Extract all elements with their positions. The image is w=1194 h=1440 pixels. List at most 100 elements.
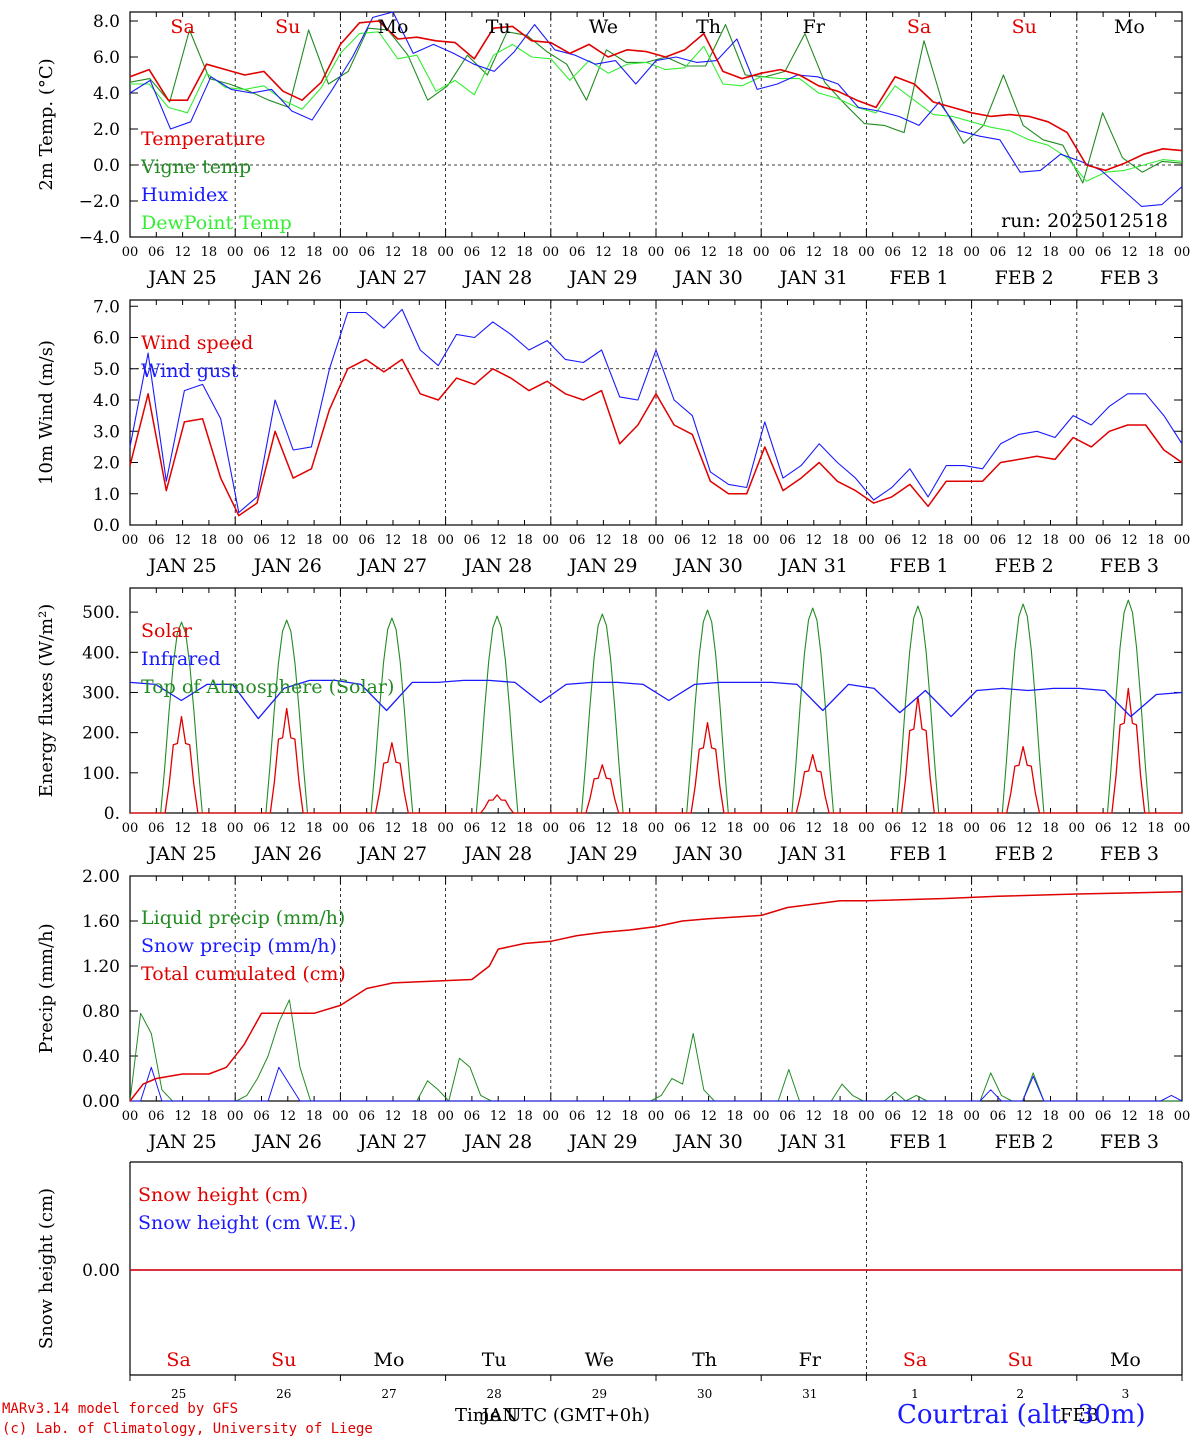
- temp-hour-label: 06: [358, 245, 375, 260]
- temp-series-dewpoint: [130, 31, 1183, 182]
- wind-hour-label: 00: [437, 533, 454, 548]
- wind-hour-label: 00: [227, 533, 244, 548]
- precip-ytick-label: 0.40: [82, 1047, 120, 1067]
- precip-ytick-label: 0.80: [82, 1002, 120, 1022]
- precip-hour-label: 00: [332, 1109, 349, 1124]
- temp-weekday-label: Mo: [378, 16, 409, 38]
- flux-ytick-label: 400.: [82, 643, 120, 663]
- wind-hour-label: 06: [674, 533, 691, 548]
- temp-date-label: JAN 31: [778, 267, 848, 289]
- wind-hour-label: 12: [385, 533, 402, 548]
- wind-hour-label: 18: [832, 533, 849, 548]
- temp-hour-label: 06: [569, 245, 586, 260]
- snow-weekday-label: Th: [692, 1349, 717, 1371]
- flux-series-infrared: [129, 679, 1183, 720]
- temp-hour-label: 18: [621, 245, 638, 260]
- snow-weekday-label: We: [585, 1349, 614, 1371]
- flux-hour-label: 06: [674, 821, 691, 836]
- precip-date-label: JAN 29: [567, 1131, 637, 1153]
- precip-hour-label: 18: [1147, 1109, 1164, 1124]
- precip-hour-label: 18: [411, 1109, 428, 1124]
- wind-series-gust: [129, 308, 1183, 514]
- wind-ytick-label: 4.0: [93, 391, 120, 411]
- wind-hour-label: 12: [280, 533, 297, 548]
- precip-date-label: JAN 31: [778, 1131, 848, 1153]
- wind-hour-label: 12: [174, 533, 191, 548]
- wind-hour-label: 06: [1095, 533, 1112, 548]
- temp-legend-2: Humidex: [141, 184, 228, 206]
- flux-hour-label: 12: [806, 821, 823, 836]
- wind-hour-label: 18: [411, 533, 428, 548]
- temp-ylabel: 2m Temp. (°C): [36, 58, 57, 190]
- snow-day-number: 31: [802, 1387, 817, 1401]
- temp-legend-3: DewPoint Temp: [141, 212, 292, 234]
- temp-weekday-label: Tu: [486, 16, 511, 38]
- temp-weekday-label: Fr: [803, 16, 826, 38]
- temp-series-humidex: [129, 11, 1183, 207]
- snow-day-number: 29: [592, 1387, 607, 1401]
- precip-hour-label: 06: [148, 1109, 165, 1124]
- wind-hour-label: 00: [753, 533, 770, 548]
- flux-legend-1: Infrared: [141, 648, 221, 670]
- temp-date-label: JAN 28: [462, 267, 532, 289]
- flux-hour-label: 00: [963, 821, 980, 836]
- precip-series-snow: [130, 1066, 1183, 1102]
- snow-day-number: 27: [381, 1387, 396, 1401]
- flux-hour-label: 18: [516, 821, 533, 836]
- precip-hour-label: 06: [990, 1109, 1007, 1124]
- wind-series-speed: [129, 358, 1183, 517]
- precip-ytick-label: 2.00: [82, 867, 120, 887]
- temp-hour-label: 18: [937, 245, 954, 260]
- temp-date-label: JAN 27: [357, 267, 427, 289]
- wind-date-label: JAN 27: [357, 555, 427, 577]
- flux-ylabel: Energy fluxes (W/m²): [36, 604, 57, 798]
- temp-hour-label: 18: [1042, 245, 1059, 260]
- wind-hour-label: 06: [779, 533, 796, 548]
- temp-ytick-label: 8.0: [93, 12, 120, 32]
- snow-day-number: 26: [276, 1387, 291, 1401]
- lab-credit: (c) Lab. of Climatology, University of L…: [2, 1421, 373, 1437]
- wind-date-label: FEB 2: [995, 555, 1054, 577]
- temp-legend-0: Temperature: [141, 128, 265, 150]
- precip-hour-label: 06: [569, 1109, 586, 1124]
- wind-hour-label: 12: [490, 533, 507, 548]
- flux-date-label: JAN 27: [357, 843, 427, 865]
- snow-weekday-label: Mo: [374, 1349, 405, 1371]
- wind-hour-label: 18: [727, 533, 744, 548]
- temp-ytick-label: 4.0: [93, 84, 120, 104]
- flux-hour-label: 12: [700, 821, 717, 836]
- temp-weekday-label: Su: [1012, 16, 1037, 38]
- wind-ytick-label: 0.0: [93, 516, 120, 536]
- wind-date-label: JAN 28: [462, 555, 532, 577]
- time-axis-month-jan: JAN: [482, 1405, 518, 1426]
- temp-weekday-label: We: [589, 16, 618, 38]
- temp-hour-label: 00: [858, 245, 875, 260]
- station-name: Courtrai (alt. 30m): [897, 1400, 1146, 1430]
- temp-hour-label: 00: [648, 245, 665, 260]
- snow-ylabel: Snow height (cm): [36, 1188, 57, 1349]
- snow-legend-0: Snow height (cm): [138, 1184, 308, 1206]
- wind-date-label: FEB 1: [889, 555, 948, 577]
- precip-hour-label: 00: [648, 1109, 665, 1124]
- wind-hour-label: 00: [1174, 533, 1191, 548]
- flux-hour-label: 12: [1016, 821, 1033, 836]
- precip-hour-label: 18: [201, 1109, 218, 1124]
- temp-hour-label: 06: [884, 245, 901, 260]
- precip-date-label: FEB 2: [995, 1131, 1054, 1153]
- wind-hour-label: 00: [858, 533, 875, 548]
- wind-date-label: JAN 29: [567, 555, 637, 577]
- snow-weekday-label: Sa: [166, 1349, 190, 1371]
- temp-hour-label: 00: [1174, 245, 1191, 260]
- wind-date-label: JAN 25: [147, 555, 217, 577]
- temp-frame: [129, 11, 1183, 238]
- temp-weekday-label: Th: [696, 16, 721, 38]
- precip-date-label: FEB 1: [889, 1131, 948, 1153]
- wind-date-label: JAN 26: [252, 555, 322, 577]
- temp-hour-label: 12: [385, 245, 402, 260]
- precip-date-label: JAN 30: [673, 1131, 743, 1153]
- flux-hour-label: 06: [1095, 821, 1112, 836]
- temp-hour-label: 06: [253, 245, 270, 260]
- wind-hour-label: 18: [937, 533, 954, 548]
- precip-hour-label: 00: [963, 1109, 980, 1124]
